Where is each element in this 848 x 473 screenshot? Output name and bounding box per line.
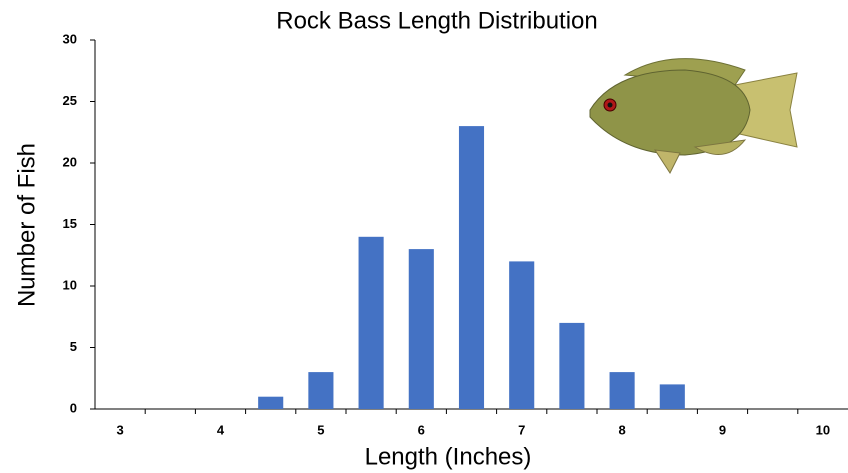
- chart-title: Rock Bass Length Distribution: [276, 7, 598, 34]
- x-tick-label: 9: [719, 422, 726, 437]
- x-tick-label: 3: [116, 422, 123, 437]
- bar: [258, 396, 284, 409]
- x-tick-label: 8: [618, 422, 625, 437]
- bar: [358, 236, 384, 409]
- y-tick-label: 15: [63, 216, 77, 231]
- bar: [408, 249, 434, 409]
- y-tick-label: 5: [70, 339, 77, 354]
- bar: [458, 126, 485, 409]
- y-tick-label: 25: [63, 93, 77, 108]
- bar: [308, 372, 334, 409]
- y-axis-title: Number of Fish: [13, 143, 40, 307]
- fish-illustration: [589, 58, 798, 175]
- x-tick-label: 5: [317, 422, 324, 437]
- bar: [559, 322, 585, 409]
- y-tick-label: 30: [63, 31, 77, 46]
- x-axis-title: Length (Inches): [365, 443, 532, 470]
- y-tick-label: 0: [70, 400, 77, 415]
- bar: [509, 261, 535, 409]
- bar: [659, 384, 685, 409]
- x-tick-label: 7: [518, 422, 525, 437]
- bar: [609, 372, 635, 409]
- y-tick-label: 10: [63, 277, 77, 292]
- x-tick-label: 4: [217, 422, 225, 437]
- x-tick-label: 6: [418, 422, 425, 437]
- x-tick-label: 10: [816, 422, 830, 437]
- y-tick-label: 20: [63, 154, 77, 169]
